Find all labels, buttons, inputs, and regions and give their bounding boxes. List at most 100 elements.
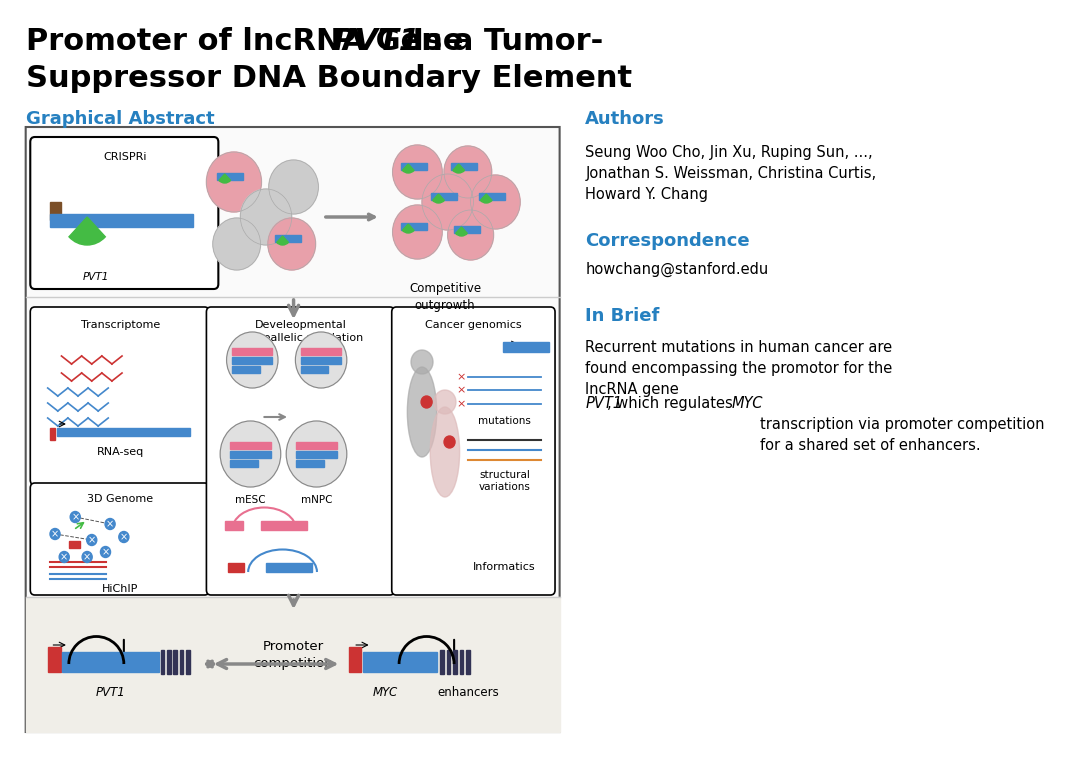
Bar (232, 366, 259, 373)
Text: ×: × (60, 552, 68, 562)
Bar (301, 357, 341, 364)
Bar (48, 647, 60, 672)
Text: ×: × (457, 372, 467, 382)
Wedge shape (456, 227, 468, 236)
Text: 3D Genome: 3D Genome (87, 494, 153, 504)
Bar (230, 442, 271, 449)
Text: PVT1: PVT1 (82, 272, 109, 282)
Circle shape (227, 332, 278, 388)
Circle shape (268, 218, 315, 270)
Text: ×: × (457, 385, 467, 395)
Bar (174, 650, 177, 674)
Bar (296, 460, 324, 467)
Circle shape (434, 390, 456, 414)
Text: Suppressor DNA Boundary Element: Suppressor DNA Boundary Element (26, 64, 632, 93)
Text: HiChIP: HiChIP (102, 584, 138, 594)
Text: ×: × (457, 399, 467, 409)
Text: PVT1: PVT1 (95, 686, 125, 699)
Text: Competitive
outgrowth: Competitive outgrowth (409, 282, 481, 312)
Circle shape (82, 552, 92, 562)
Text: ×: × (83, 552, 91, 562)
Wedge shape (276, 236, 288, 245)
Circle shape (105, 518, 116, 530)
Text: Correspondence: Correspondence (585, 232, 750, 250)
FancyBboxPatch shape (30, 483, 210, 595)
Bar (217, 173, 243, 180)
Bar (51, 214, 192, 227)
Ellipse shape (407, 367, 436, 457)
Text: mNPC: mNPC (300, 495, 333, 505)
Text: PVT1: PVT1 (585, 396, 622, 411)
Circle shape (421, 396, 432, 408)
Bar (451, 163, 477, 170)
Bar (230, 460, 258, 467)
Wedge shape (453, 164, 464, 173)
Text: transcription via promoter competition
for a shared set of enhancers.: transcription via promoter competition f… (759, 396, 1044, 453)
Bar (454, 650, 457, 674)
Wedge shape (403, 164, 414, 173)
Circle shape (206, 152, 261, 212)
Bar (301, 348, 341, 355)
Text: MYC: MYC (373, 686, 397, 699)
Text: Promoter
competition: Promoter competition (254, 640, 334, 670)
Bar (275, 235, 301, 242)
Text: ×: × (102, 547, 109, 557)
Text: Promoter of lncRNA Gene: Promoter of lncRNA Gene (26, 27, 474, 56)
Bar (167, 650, 171, 674)
Circle shape (422, 174, 473, 230)
Text: mESC: mESC (235, 495, 266, 505)
Text: Transcriptome: Transcriptome (81, 320, 160, 330)
Circle shape (296, 332, 347, 388)
Bar (51, 428, 55, 440)
FancyBboxPatch shape (26, 127, 559, 732)
Text: Is a Tumor-: Is a Tumor- (402, 27, 603, 56)
Text: howchang@stanford.edu: howchang@stanford.edu (585, 262, 769, 277)
Bar (69, 541, 80, 548)
Text: enhancers: enhancers (437, 686, 499, 699)
Circle shape (50, 529, 60, 539)
Ellipse shape (430, 407, 460, 497)
Circle shape (59, 552, 69, 562)
Text: Authors: Authors (585, 110, 665, 128)
Text: Recurrent mutations in human cancer are
found encompassing the promotor for the
: Recurrent mutations in human cancer are … (585, 340, 892, 397)
Wedge shape (481, 194, 492, 203)
Wedge shape (433, 194, 444, 203)
Text: structural
variations: structural variations (478, 470, 530, 492)
Text: Graphical Abstract: Graphical Abstract (26, 110, 214, 128)
Bar (447, 650, 450, 674)
Bar (454, 226, 480, 233)
Text: In Brief: In Brief (585, 307, 660, 325)
Bar (296, 442, 337, 449)
Text: , which regulates: , which regulates (607, 396, 738, 411)
FancyBboxPatch shape (206, 307, 394, 595)
Circle shape (70, 511, 80, 523)
Circle shape (241, 189, 292, 245)
Circle shape (444, 146, 491, 198)
Bar (441, 650, 444, 674)
Circle shape (448, 210, 494, 260)
Text: Seung Woo Cho, Jin Xu, Ruping Sun, ...,
Jonathan S. Weissman, Christina Curtis,
: Seung Woo Cho, Jin Xu, Ruping Sun, ..., … (585, 145, 877, 202)
Text: CRISPRi: CRISPRi (103, 152, 147, 162)
Bar (363, 652, 436, 672)
Wedge shape (219, 174, 231, 183)
Bar (232, 357, 272, 364)
Bar (401, 223, 427, 230)
Bar (266, 563, 312, 572)
Circle shape (393, 145, 442, 199)
Text: MYC: MYC (731, 396, 762, 411)
Bar (225, 521, 243, 530)
Text: PVT1: PVT1 (333, 27, 420, 56)
Bar (51, 202, 62, 220)
Bar (301, 366, 328, 373)
Bar (502, 342, 549, 352)
Bar (349, 647, 362, 672)
Text: mutations: mutations (478, 416, 531, 426)
Circle shape (269, 160, 319, 214)
Text: ×: × (71, 512, 79, 522)
Text: Informatics: Informatics (473, 562, 536, 572)
Text: ×: × (51, 529, 59, 539)
Text: Cancer genomics: Cancer genomics (426, 320, 522, 330)
Text: Develeopmental
monoallelic regulation: Develeopmental monoallelic regulation (239, 320, 363, 343)
FancyBboxPatch shape (30, 137, 218, 289)
Circle shape (444, 436, 455, 448)
